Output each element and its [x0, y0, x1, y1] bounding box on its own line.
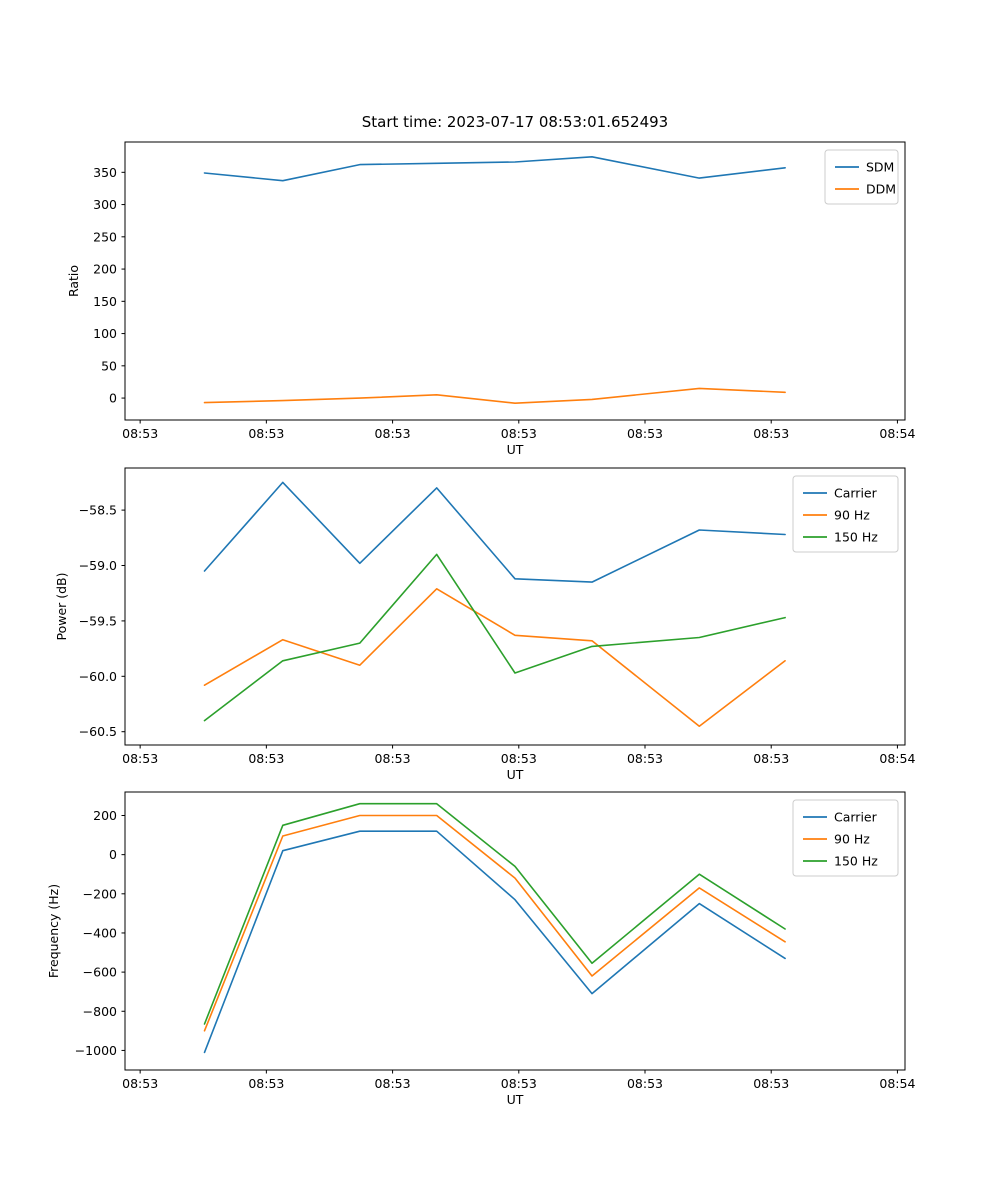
y-tick-label: −800: [83, 1004, 117, 1019]
x-tick-label: 08:53: [627, 1076, 663, 1091]
y-tick-label: 100: [93, 326, 117, 341]
x-tick-label: 08:53: [501, 1076, 537, 1091]
y-tick-label: 50: [101, 358, 117, 373]
legend: SDM DDM: [824, 149, 899, 205]
carrier-line: [203, 481, 786, 583]
y-tick-label: 200: [93, 808, 117, 823]
x-tick-label: 08:53: [122, 426, 158, 441]
x-tick-label: 08:53: [248, 751, 284, 766]
x-tick-label: 08:53: [375, 751, 411, 766]
power-chart: 08:53 08:53 08:53 08:53 08:53 08:53 08:54 −58.5…: [54, 467, 915, 782]
x-axis-label: UT: [507, 767, 524, 782]
y-tick-label: −59.0: [79, 558, 117, 573]
x-tick-label: 08:53: [375, 426, 411, 441]
y-axis-label: Frequency (Hz): [46, 884, 61, 978]
legend: Carrier 90 Hz 150 Hz: [792, 799, 899, 877]
y-tick-label: 250: [93, 229, 117, 244]
x-tick-label: 08:53: [501, 751, 537, 766]
y-axis-label: Power (dB): [54, 572, 69, 640]
x-tick-label: 08:53: [753, 1076, 789, 1091]
legend-label: 150 Hz: [834, 854, 878, 869]
legend-label: SDM: [866, 160, 894, 175]
carrier-line: [203, 830, 786, 1054]
y-tick-label: 300: [93, 197, 117, 212]
y-tick-label: −200: [83, 886, 117, 901]
legend-frame: [824, 149, 899, 205]
axes-frame: [124, 141, 906, 421]
legend-frame: [792, 475, 899, 553]
x-tick-label: 08:53: [501, 426, 537, 441]
legend-label: 90 Hz: [834, 832, 870, 847]
figure-title: Start time: 2023-07-17 08:53:01.652493: [361, 113, 669, 131]
y-tick-label: 0: [109, 391, 117, 406]
y-tick-label: −60.5: [79, 724, 117, 739]
y-tick-label: 0: [109, 847, 117, 862]
x-axis-label: UT: [507, 1092, 524, 1107]
x-tick-label: 08:53: [627, 426, 663, 441]
y-tick-label: −1000: [75, 1043, 117, 1058]
y-axis-label: Ratio: [66, 265, 81, 297]
x-tick-label: 08:53: [248, 426, 284, 441]
y-tick-label: −58.5: [79, 503, 117, 518]
legend-frame: [792, 799, 899, 877]
90-hz-line: [203, 814, 786, 1032]
x-tick-label: 08:53: [753, 751, 789, 766]
x-tick-label: 08:54: [879, 426, 915, 441]
150-hz-line: [203, 802, 786, 1025]
legend-label: Carrier: [834, 486, 878, 501]
x-tick-label: 08:53: [753, 426, 789, 441]
x-tick-label: 08:53: [627, 751, 663, 766]
legend-label: 90 Hz: [834, 508, 870, 523]
legend: Carrier 90 Hz 150 Hz: [792, 475, 899, 553]
legend-label: DDM: [866, 182, 896, 197]
ddm-line: [203, 387, 786, 405]
y-tick-label: −60.0: [79, 669, 117, 684]
legend-label: Carrier: [834, 810, 878, 825]
x-tick-label: 08:54: [879, 1076, 915, 1091]
90-hz-line: [203, 587, 786, 728]
x-tick-label: 08:53: [248, 1076, 284, 1091]
ratio-chart: 08:53 08:53 08:53 08:53 08:53 08:53 08:54 0 50 10…: [66, 141, 915, 457]
y-tick-label: −600: [83, 965, 117, 980]
frequency-chart: 08:53 08:53 08:53 08:53 08:53 08:53 08:54 −1000…: [46, 791, 915, 1107]
sdm-line: [203, 156, 786, 182]
axes-frame: [124, 467, 906, 746]
x-tick-label: 08:53: [122, 751, 158, 766]
y-tick-label: 200: [93, 262, 117, 277]
axes-frame: [124, 791, 906, 1071]
y-tick-label: 350: [93, 165, 117, 180]
x-axis-label: UT: [507, 442, 524, 457]
x-tick-label: 08:53: [122, 1076, 158, 1091]
x-tick-label: 08:54: [879, 751, 915, 766]
y-tick-label: −400: [83, 925, 117, 940]
legend-label: 150 Hz: [834, 530, 878, 545]
150-hz-line: [203, 553, 786, 722]
x-tick-label: 08:53: [375, 1076, 411, 1091]
y-tick-label: 150: [93, 294, 117, 309]
y-tick-label: −59.5: [79, 613, 117, 628]
